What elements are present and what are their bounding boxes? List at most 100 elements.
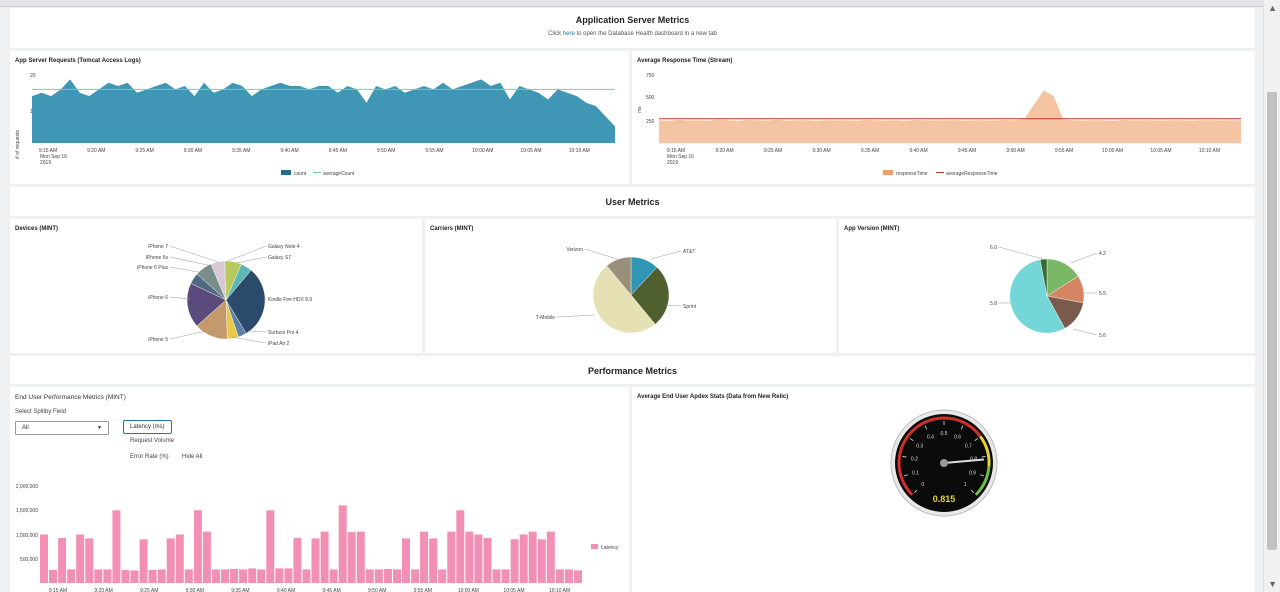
devices-pie-labels: Kindle Fire HDX 8.9 Surface Pro 4 iPad Air… [137, 244, 312, 347]
latency-bar [356, 531, 365, 583]
latency-bar [474, 534, 483, 583]
latency-bar [85, 538, 94, 583]
request-volume-option-button[interactable]: Request Volume [130, 438, 175, 444]
scroll-thumb[interactable] [1267, 92, 1277, 550]
performance-section-title: Performance Metrics [587, 366, 678, 376]
requests-x-tick: 9:55 AM [425, 148, 443, 154]
devices-pie-chart: Kindle Fire HDX 8.9 Surface Pro 4 iPad Air… [137, 244, 312, 347]
pie-leader-line [664, 304, 682, 307]
pie-leader-line [169, 266, 205, 274]
latency-bar [510, 539, 519, 583]
pie-leader-line [263, 298, 267, 301]
response-time-chart: ms 750 500 250 9:15 AM 9:20 AM 9:25 AM 9:30… [637, 73, 1241, 177]
pie-label: 6.0 [990, 245, 997, 251]
hide-all-option-button[interactable]: Hide All [182, 454, 203, 460]
requests-count-area [32, 79, 615, 143]
gauge-band [897, 416, 982, 496]
response-time-area [659, 90, 1241, 143]
pie-label: Sprint [683, 304, 697, 310]
pie-leader-line [169, 256, 213, 267]
latency-bar [257, 569, 266, 583]
latency-bar [230, 568, 239, 583]
latency-x-tick: 10:00 AM [458, 588, 479, 592]
response-x-tick: 9:20 AM [715, 148, 733, 154]
gauge-tick [914, 489, 918, 493]
latency-bar [483, 537, 492, 583]
response-y-tick-250: 250 [646, 119, 655, 125]
latency-bar [58, 537, 67, 583]
latency-bars [40, 505, 582, 584]
legend-responsetime-swatch [883, 170, 893, 175]
requests-panel-title: App Server Requests (Tomcat Access Logs) [15, 58, 141, 64]
response-x-tick: 9:40 AM [909, 148, 927, 154]
splitby-dropdown[interactable]: All ▼ [15, 421, 109, 435]
latency-bar [402, 538, 410, 583]
pie-label: iPhone 5 [148, 337, 168, 343]
performance-section-header: Performance Metrics [10, 356, 1255, 384]
latency-x-axis: 9:15 AM 9:20 AM 9:25 AM 9:30 AM 9:35 AM 9:40 … [49, 588, 570, 592]
error-rate-option-button[interactable]: Error Rate (%) [130, 454, 169, 460]
pie-slice [186, 283, 227, 327]
latency-bar-chart: 2,000,000 1,500,000 1,000,000 500,000 9:… [16, 484, 619, 592]
devices-pie [186, 260, 266, 340]
latency-bar [519, 534, 528, 583]
latency-bar [338, 505, 347, 583]
response-y-tick-750: 750 [646, 73, 655, 79]
latency-bar [311, 538, 320, 583]
gauge-tick [902, 456, 907, 458]
pie-label: Galaxy S7 [268, 255, 291, 261]
response-x-tick: 9:35 AM [861, 148, 879, 154]
response-x-tick: 9:15 AM [667, 148, 685, 154]
response-x-tick: 9:50 AM [1006, 148, 1024, 154]
gauge-tick-label: 0.1 [912, 470, 919, 476]
latency-bar [383, 568, 392, 583]
pie-label: iPad Air 2 [268, 341, 290, 347]
user-section-header: User Metrics [10, 187, 1255, 216]
latency-x-tick: 9:20 AM [94, 588, 112, 592]
requests-x-tick: 10:05 AM [520, 148, 541, 154]
gauge-band [979, 435, 991, 467]
carriers-pie [592, 256, 670, 334]
legend-count-swatch [281, 170, 291, 175]
response-x-tick: 9:55 AM [1055, 148, 1073, 154]
app-version-pie-labels: 4.2 5.5 5.6 5.8 6.0 [990, 245, 1106, 339]
latency-bar [411, 569, 420, 583]
latency-bar [239, 569, 248, 583]
scroll-down-arrow-icon[interactable]: ▼ [1268, 579, 1277, 589]
pie-slice [225, 263, 252, 301]
pie-label: 5.6 [1099, 333, 1106, 339]
link-prefix: Click [548, 31, 563, 37]
requests-plot-area [32, 79, 615, 143]
latency-bar [329, 569, 338, 583]
latency-x-tick: 9:15 AM [49, 588, 67, 592]
legend-latency-label: Latency [601, 545, 619, 551]
latency-x-tick: 9:30 AM [186, 588, 204, 592]
gauge-needle-line [943, 458, 984, 464]
legend-averagecount-label: averageCount [323, 171, 355, 177]
pie-label: iPhone 6s [146, 255, 169, 261]
latency-bar [49, 569, 57, 583]
pie-leader-line [556, 314, 596, 318]
carriers-pie-chart: AT&T Sprint T-Mobile Verizon [536, 247, 697, 334]
requests-date-line1: Mon Sep 16 [40, 154, 67, 160]
latency-bar [456, 510, 465, 584]
latency-bar [320, 531, 329, 583]
gauge-tick-label: 0.2 [911, 456, 918, 462]
link-suffix: to open the Database Health dashboard in… [574, 31, 717, 37]
splitby-select-label: Select Splitby Field [15, 409, 67, 415]
gauge-tick [974, 437, 979, 441]
page-scrollbar[interactable]: ▲ ▼ [1263, 0, 1280, 592]
latency-bar [184, 569, 193, 583]
latency-bar [447, 531, 456, 583]
gauge-tick [903, 474, 908, 477]
latency-bar [175, 534, 184, 583]
scroll-up-arrow-icon[interactable]: ▲ [1268, 3, 1277, 13]
latency-bar [103, 569, 112, 583]
database-health-link[interactable]: here [562, 31, 575, 37]
latency-option-button[interactable]: Latency (ms) [123, 420, 172, 434]
latency-bar [302, 569, 311, 583]
latency-x-tick: 9:45 AM [322, 588, 340, 592]
latency-bar [420, 531, 429, 583]
top-border [0, 0, 1264, 7]
gauge-needle [943, 458, 984, 464]
